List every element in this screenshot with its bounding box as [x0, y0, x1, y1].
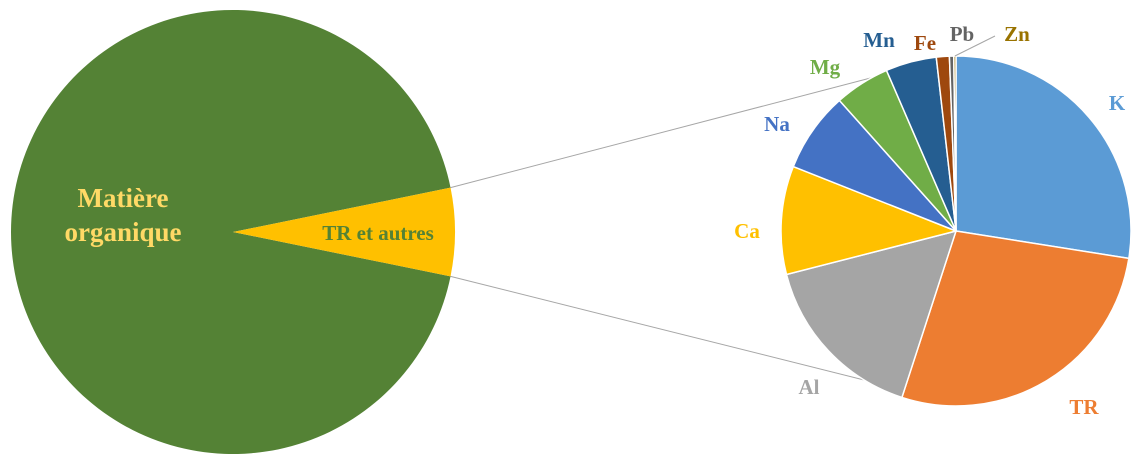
- secondary-label-mg: Mg: [810, 55, 841, 79]
- main-slice-tr-et-autres: [233, 187, 456, 277]
- secondary-slice-ca: [780, 165, 959, 276]
- main-slice-matiere-organique: [11, 10, 451, 455]
- secondary-label-fe: Fe: [914, 31, 936, 55]
- secondary-label-zn: Zn: [1004, 22, 1030, 46]
- main-label-matiere-organique: Matière organique: [64, 183, 181, 247]
- secondary-pie: [780, 55, 1132, 407]
- connector-line-bottom: [450, 275, 881, 385]
- main-pie: [11, 10, 456, 455]
- connector-lines: [450, 74, 883, 385]
- secondary-label-al: Al: [799, 375, 820, 399]
- secondary-label-k: K: [1109, 91, 1126, 115]
- secondary-label-ca: Ca: [734, 219, 760, 243]
- secondary-label-na: Na: [764, 112, 790, 136]
- slice-labels: Matière organique TR et autres K TR Al Ca Na Mg M…: [64, 22, 1125, 419]
- secondary-slice-tr: [900, 230, 1130, 407]
- secondary-label-mn: Mn: [863, 28, 895, 52]
- secondary-slice-al: [785, 229, 958, 399]
- leader-line-zn: [954, 35, 996, 57]
- secondary-label-pb: Pb: [950, 22, 975, 46]
- secondary-label-tr: TR: [1069, 395, 1099, 419]
- main-label-tr-et-autres: TR et autres: [322, 221, 434, 245]
- secondary-slice-k: [955, 55, 1132, 260]
- connector-line-top: [450, 74, 883, 189]
